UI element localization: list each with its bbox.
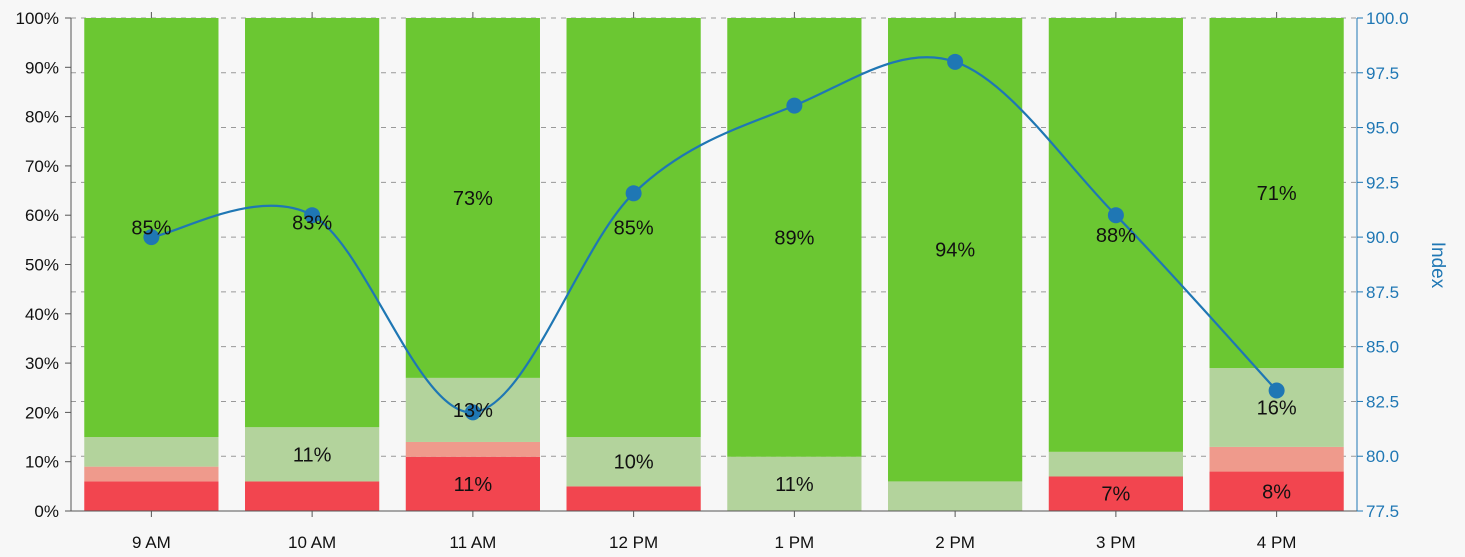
left-tick-label: 90% [25, 58, 59, 77]
x-tick-label: 3 PM [1096, 533, 1136, 552]
bar-label: 7% [1101, 484, 1130, 506]
bar-segment [1048, 18, 1183, 452]
right-tick-label: 90.0 [1366, 228, 1399, 247]
right-tick-label: 82.5 [1366, 392, 1399, 411]
right-tick-label: 95.0 [1366, 119, 1399, 138]
bar-label: 94% [935, 240, 975, 262]
bar-label: 73% [453, 188, 493, 210]
bar-label: 10% [614, 452, 654, 474]
bar-segment [84, 437, 219, 467]
x-tick-label: 1 PM [775, 533, 815, 552]
bar-segment [1209, 471, 1344, 511]
bar-label: 88% [1096, 225, 1136, 247]
bar-label: 85% [614, 218, 654, 240]
bar-segment [245, 427, 380, 482]
bar-label: 8% [1262, 481, 1291, 503]
x-tick-label: 4 PM [1257, 533, 1297, 552]
bar-segment [727, 456, 862, 511]
bars [84, 18, 1344, 511]
bar-segment [1209, 18, 1344, 369]
bar-label: 11% [293, 444, 332, 466]
left-tick-label: 70% [25, 157, 59, 176]
bar-segment [1048, 476, 1183, 511]
bar-segment [405, 18, 540, 378]
right-tick-label: 77.5 [1366, 502, 1399, 521]
axes: 0% 10% 20% 30% 40% 50% 60% 70% 80% 90% 100% 77.5 80.… [16, 9, 1409, 552]
bar-segment [727, 18, 862, 457]
x-tick-label: 9 AM [132, 533, 171, 552]
bar-segment [888, 481, 1023, 511]
left-tick-label: 30% [25, 354, 59, 373]
bar-label: 83% [292, 213, 332, 235]
left-tick-label: 40% [25, 305, 59, 324]
right-tick-label: 97.5 [1366, 64, 1399, 83]
left-tick-label: 80% [25, 108, 59, 127]
bar-label: 11% [454, 474, 493, 496]
index-point [786, 97, 803, 114]
left-tick-label: 100% [16, 9, 59, 28]
x-tick-label: 11 AM [449, 533, 496, 552]
bar-segment [245, 481, 380, 511]
index-line-path [151, 56, 1278, 414]
index-point [625, 185, 642, 202]
bar-label: 71% [1257, 183, 1297, 205]
left-tick-label: 50% [25, 256, 59, 275]
bar-segment [1048, 451, 1183, 477]
bar-segment [1209, 368, 1344, 447]
right-tick-label: 80.0 [1366, 447, 1399, 466]
index-line [143, 53, 1285, 421]
right-tick-label: 100.0 [1366, 9, 1409, 28]
left-tick-label: 60% [25, 206, 59, 225]
index-point [304, 207, 321, 224]
left-tick-label: 10% [25, 453, 59, 472]
bar-segment [84, 481, 219, 511]
bar-label: 85% [131, 218, 171, 240]
index-point [947, 53, 964, 70]
bar-segment [888, 18, 1023, 482]
right-tick-label: 87.5 [1366, 283, 1399, 302]
right-tick-label: 85.0 [1366, 338, 1399, 357]
bar-segment [566, 486, 701, 511]
bar-labels: 85% 83% 11% 73% 13% 11% 85% 10% 89% 11% 94% 88% 7% 71… [131, 183, 1296, 506]
bar-segment [1209, 446, 1344, 472]
right-tick-label: 92.5 [1366, 173, 1399, 192]
bar-segment [405, 456, 540, 511]
bar-segment [566, 18, 701, 438]
bar-label: 13% [453, 400, 493, 422]
bar-segment [84, 18, 219, 438]
left-tick-label: 20% [25, 403, 59, 422]
x-tick-label: 2 PM [935, 533, 975, 552]
bar-segment [405, 441, 540, 457]
index-point [464, 404, 481, 421]
index-point [1107, 207, 1124, 224]
bar-label: 11% [775, 474, 814, 496]
x-tick-label: 12 PM [609, 533, 658, 552]
bar-segment [84, 466, 219, 482]
left-tick-label: 0% [34, 502, 59, 521]
bar-label: 89% [774, 227, 814, 249]
index-point [1268, 382, 1285, 399]
bar-segment [566, 437, 701, 487]
bar-label: 16% [1257, 397, 1297, 419]
x-tick-label: 10 AM [288, 533, 336, 552]
right-axis-title: Index [1427, 242, 1448, 289]
index-point [143, 229, 160, 246]
